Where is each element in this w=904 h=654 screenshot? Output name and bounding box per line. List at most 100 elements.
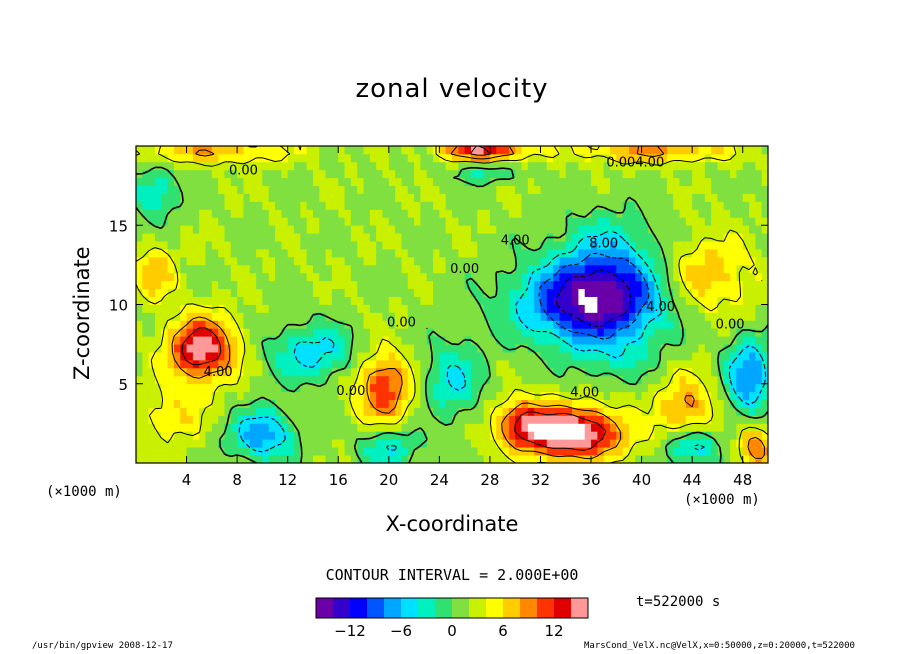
heatmap-cell (433, 439, 440, 448)
heatmap-cell (559, 344, 567, 353)
contour-label: 4.00 (570, 385, 599, 400)
heatmap-cell (755, 201, 763, 210)
heatmap-cell (338, 375, 345, 385)
heatmap-cell (464, 296, 472, 305)
heatmap-cell (496, 280, 503, 290)
heatmap-cell (249, 146, 257, 155)
heatmap-cell (407, 439, 415, 448)
heatmap-cell (167, 375, 175, 385)
heatmap-cell (211, 407, 219, 416)
heatmap-cell (281, 241, 289, 250)
heatmap-cell (186, 383, 194, 393)
heatmap-cell (433, 249, 440, 258)
heatmap-cell (445, 304, 453, 313)
heatmap-cell (534, 423, 541, 432)
heatmap-cell (382, 217, 390, 226)
heatmap-cell (211, 280, 219, 290)
heatmap-cell (439, 399, 447, 408)
heatmap-cell (565, 249, 573, 258)
heatmap-cell (565, 383, 573, 393)
heatmap-cell (218, 153, 225, 163)
heatmap-cell (641, 153, 649, 163)
heatmap-cell (452, 391, 459, 400)
heatmap-cell (306, 146, 314, 155)
heatmap-cell (192, 423, 200, 432)
heatmap-cell (673, 320, 680, 329)
heatmap-cell (287, 193, 295, 202)
heatmap-cell (414, 352, 421, 361)
heatmap-cell (730, 415, 737, 424)
heatmap-cell (167, 209, 175, 218)
heatmap-cell (136, 304, 143, 313)
heatmap-cell (755, 391, 763, 400)
heatmap-cell (755, 241, 763, 250)
heatmap-cell (622, 193, 630, 202)
heatmap-cell (660, 217, 668, 226)
heatmap-cell (262, 249, 270, 258)
heatmap-cell (464, 383, 472, 393)
heatmap-cell (445, 256, 453, 266)
heatmap-cell (761, 407, 769, 416)
heatmap-cell (439, 272, 447, 282)
heatmap-cell (199, 415, 206, 424)
heatmap-cell (224, 352, 232, 361)
heatmap-cell (369, 185, 377, 194)
heatmap-cell (692, 264, 699, 274)
heatmap-cell (628, 328, 636, 337)
heatmap-cell (591, 153, 598, 163)
heatmap-cell (546, 288, 554, 297)
heatmap-cell (325, 320, 333, 329)
heatmap-cell (262, 359, 270, 369)
heatmap-cell (249, 217, 257, 226)
heatmap-cell (578, 367, 586, 377)
heatmap-cell (249, 185, 257, 194)
heatmap-cell (199, 169, 206, 179)
heatmap-cell (704, 185, 712, 194)
heatmap-cell (414, 304, 421, 313)
heatmap-cell (565, 336, 573, 345)
heatmap-cell (426, 272, 434, 282)
heatmap-cell (136, 161, 143, 171)
heatmap-cell (458, 455, 466, 464)
heatmap-cell (439, 296, 447, 305)
heatmap-cell (249, 352, 257, 361)
heatmap-cell (616, 399, 624, 408)
heatmap-cell (508, 217, 516, 226)
heatmap-cell (382, 296, 390, 305)
heatmap-cell (312, 423, 320, 432)
heatmap-cell (749, 217, 756, 226)
heatmap-cell (173, 415, 181, 424)
heatmap-cell (496, 304, 503, 313)
heatmap-cell (275, 399, 282, 408)
heatmap-cell (717, 249, 725, 258)
heatmap-cell (180, 320, 187, 329)
heatmap-cell (205, 272, 213, 282)
heatmap-cell (591, 177, 598, 187)
colorbar-tick-label: −6 (390, 622, 412, 640)
heatmap-cell (186, 185, 194, 194)
heatmap-cell (237, 320, 244, 329)
heatmap-cell (597, 415, 605, 424)
heatmap-cell (136, 423, 143, 432)
heatmap-cell (496, 447, 503, 456)
heatmap-cell (401, 407, 409, 416)
heatmap-cell (508, 193, 516, 202)
heatmap-cell (755, 455, 763, 464)
heatmap-cell (325, 439, 333, 448)
heatmap-cell (515, 375, 522, 385)
heatmap-cell (610, 383, 617, 393)
heatmap-cell (692, 399, 699, 408)
heatmap-cell (439, 304, 447, 313)
heatmap-cell (736, 352, 744, 361)
heatmap-cell (338, 423, 345, 432)
heatmap-cell (616, 439, 624, 448)
heatmap-cell (527, 225, 535, 234)
heatmap-cell (300, 359, 308, 369)
heatmap-cell (445, 328, 453, 337)
heatmap-cell (363, 344, 371, 353)
heatmap-cell (452, 153, 459, 163)
heatmap-cell (275, 455, 282, 464)
heatmap-cell (572, 209, 579, 218)
heatmap-cell (685, 217, 693, 226)
heatmap-cell (470, 415, 478, 424)
